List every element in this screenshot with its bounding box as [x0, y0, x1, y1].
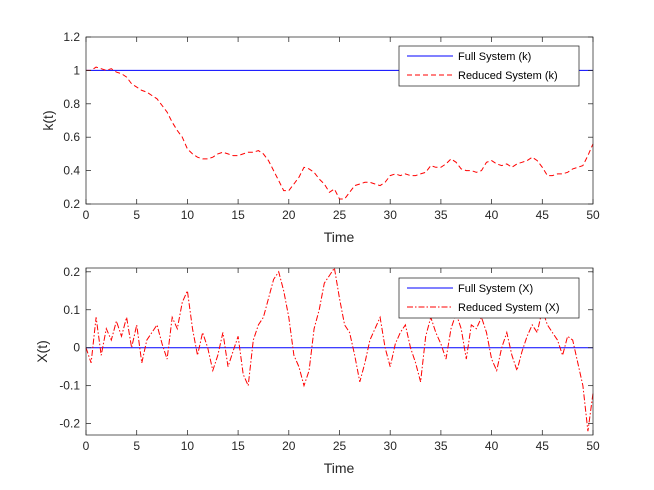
k-y-tick-label: 1	[73, 63, 80, 77]
x-series-layer	[85, 266, 594, 432]
k-ticks-layer: 0 5 10 15 20 25 30 35 40 45 50 0.2 0.4 0.6 0.8 1 1.2	[63, 30, 600, 222]
x-x-tick-label: 35	[434, 439, 448, 453]
k-x-tick-label: 50	[586, 208, 600, 222]
x-subplot: 0 5 10 15 20 25 30 35 40 45 50 -0.2 -0.1 0 0.1 0.2 Time…	[34, 265, 600, 476]
k-y-tick-label: 0.6	[63, 130, 80, 144]
k-x-tick-label: 25	[333, 208, 347, 222]
k-x-tick-label: 15	[231, 208, 245, 222]
x-y-tick-label: 0.2	[63, 265, 80, 279]
x-x-tick-label: 45	[536, 439, 550, 453]
k-legend-full-label: Full System (k)	[458, 51, 531, 63]
k-x-tick-label: 30	[384, 208, 398, 222]
k-x-tick-label: 45	[536, 208, 550, 222]
x-x-tick-label: 20	[282, 439, 296, 453]
x-x-axis-label: Time	[324, 460, 355, 476]
k-legend: Full System (k) Reduced System (k)	[398, 45, 580, 87]
x-x-tick-label: 5	[133, 439, 140, 453]
k-y-tick-label: 0.2	[63, 197, 80, 211]
k-x-tick-label: 40	[485, 208, 499, 222]
k-y-tick-label: 0.8	[63, 97, 80, 111]
x-x-tick-label: 25	[333, 439, 347, 453]
x-legend-reduced-label: Reduced System (X)	[458, 302, 559, 314]
x-legend: Full System (X) Reduced System (X)	[398, 277, 580, 319]
x-y-tick-label: -0.2	[59, 417, 80, 431]
x-x-tick-label: 15	[231, 439, 245, 453]
x-ticks-layer: 0 5 10 15 20 25 30 35 40 45 50 -0.2 -0.1 0 0.1 0.2	[59, 265, 600, 453]
k-y-tick-label: 1.2	[63, 30, 80, 44]
k-x-tick-label: 10	[181, 208, 195, 222]
k-legend-box	[398, 45, 580, 87]
x-x-tick-label: 0	[83, 439, 90, 453]
x-legend-box	[398, 277, 580, 319]
k-x-tick-label: 35	[434, 208, 448, 222]
k-y-tick-label: 0.4	[63, 164, 80, 178]
x-x-tick-label: 10	[181, 439, 195, 453]
x-y-tick-label: 0	[73, 341, 80, 355]
x-series-line-reduced	[85, 266, 594, 432]
x-x-tick-label: 50	[586, 439, 600, 453]
k-x-tick-label: 20	[282, 208, 296, 222]
k-x-tick-label: 0	[83, 208, 90, 222]
x-y-tick-label: -0.1	[59, 379, 80, 393]
x-legend-full-label: Full System (X)	[458, 283, 533, 295]
k-subplot: 0 5 10 15 20 25 30 35 40 45 50 0.2 0.4 0.6 0.8 1 1.2 Tim…	[40, 30, 600, 245]
k-x-tick-label: 5	[133, 208, 140, 222]
k-legend-reduced-label: Reduced System (k)	[458, 70, 558, 82]
x-y-tick-label: 0.1	[63, 303, 80, 317]
k-y-axis-label: k(t)	[40, 110, 56, 130]
x-x-tick-label: 30	[384, 439, 398, 453]
k-x-axis-label: Time	[324, 229, 355, 245]
x-x-tick-label: 40	[485, 439, 499, 453]
x-y-axis-label: X(t)	[34, 340, 50, 363]
